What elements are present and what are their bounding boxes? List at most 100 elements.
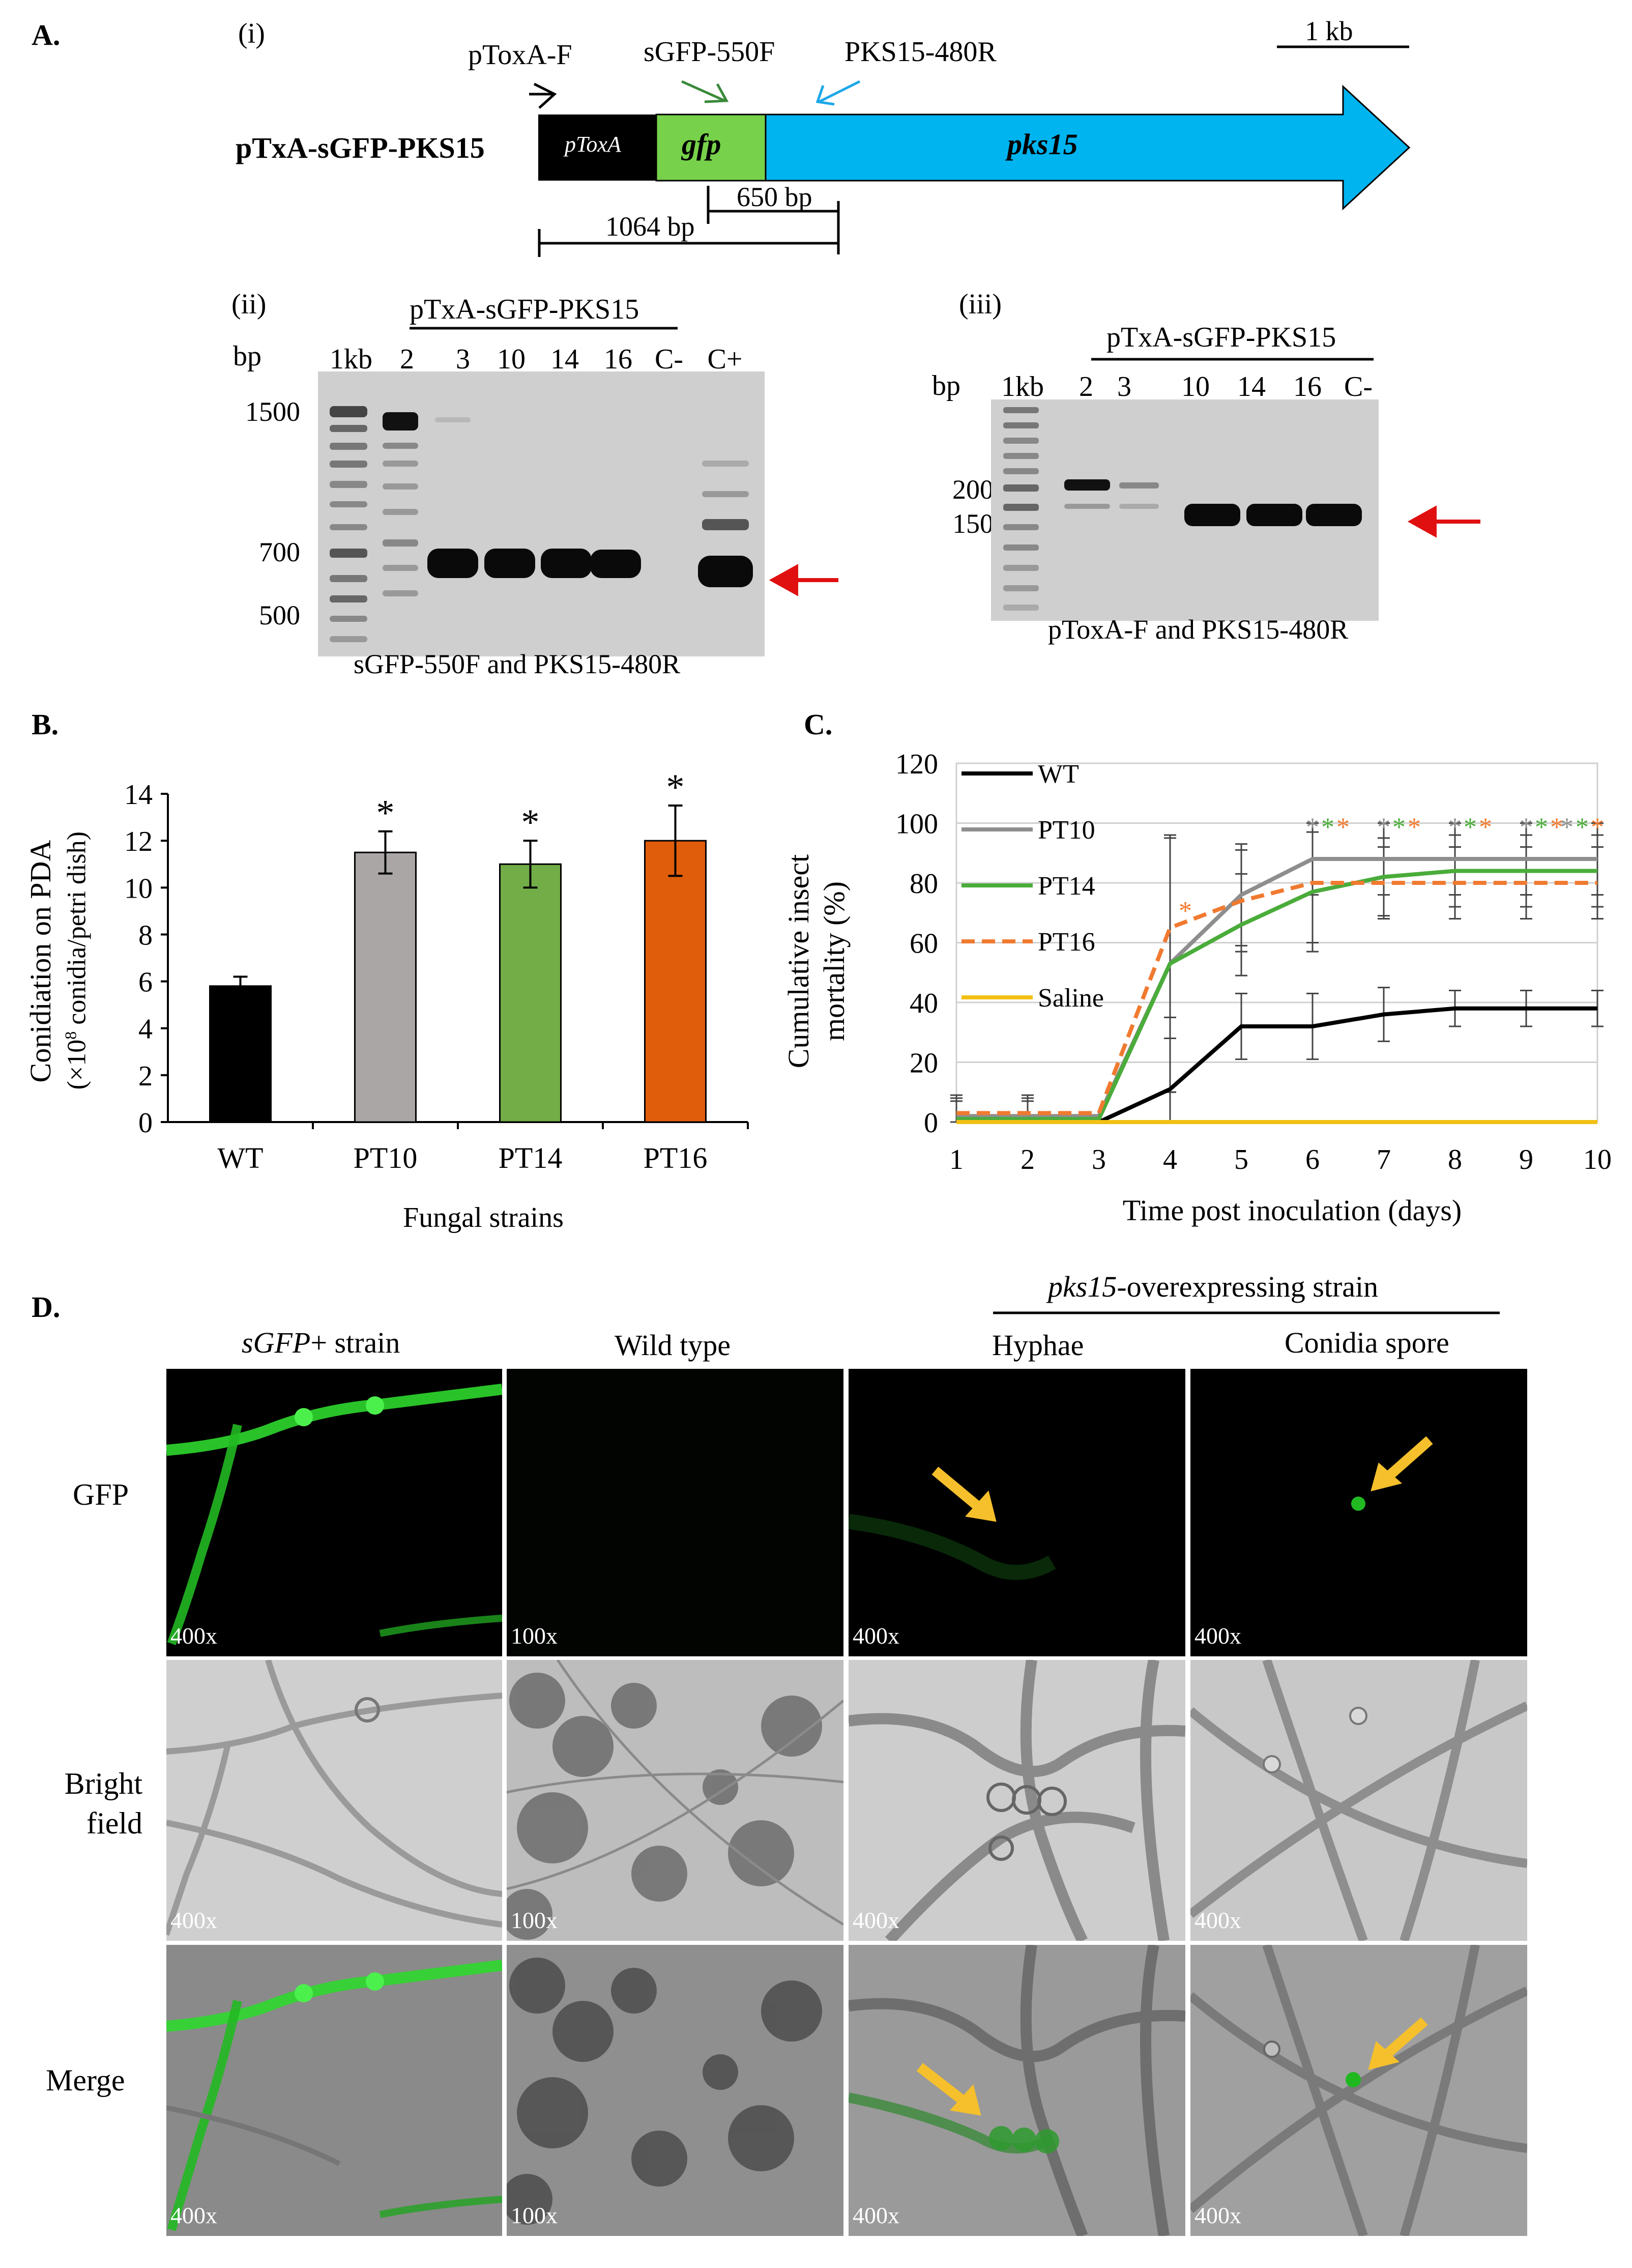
gel-ii-group: pTxA-sGFP-PKS15 bbox=[410, 294, 639, 325]
mag-label: 400x bbox=[853, 1907, 899, 1933]
y-tick-label: 14 bbox=[124, 779, 153, 811]
gel-ii-lane-cneg: C- bbox=[655, 343, 683, 375]
gel-iii-lane-cneg: C- bbox=[1344, 371, 1373, 403]
construct-diagram bbox=[529, 45, 1411, 257]
x-tick-label: 1 bbox=[949, 1144, 964, 1175]
gel-ii-marker-1500: 1500 bbox=[245, 396, 300, 427]
significance-mark: * bbox=[1576, 813, 1589, 842]
panel-c-xlabel: Time post inoculation (days) bbox=[1122, 1194, 1462, 1227]
mag-label: 400x bbox=[1194, 1907, 1241, 1933]
gel-iii-lane-1kb: 1kb bbox=[1001, 371, 1044, 403]
gel-ii-red-arrow bbox=[769, 564, 838, 596]
merge-hyphae-image: 400x bbox=[849, 1945, 1185, 2236]
yellow-arrow-icon bbox=[916, 2063, 981, 2116]
significance-mark: * bbox=[521, 802, 540, 843]
legend-label: PT16 bbox=[1038, 928, 1095, 957]
col-header-wild-type: Wild type bbox=[615, 1329, 731, 1362]
significance-mark: * bbox=[1448, 813, 1462, 842]
x-tick-label: 7 bbox=[1377, 1144, 1391, 1175]
gel-ii-lane-10: 10 bbox=[497, 343, 526, 375]
gel-iii-group: pTxA-sGFP-PKS15 bbox=[1106, 322, 1336, 353]
gel-iii-lane-3: 3 bbox=[1117, 371, 1131, 403]
gel-iii-bp: bp bbox=[932, 370, 960, 401]
significance-mark: * bbox=[666, 767, 685, 808]
y-tick-label: 6 bbox=[138, 967, 153, 998]
y-tick-label: 12 bbox=[124, 826, 153, 857]
gel-ii-lane-3: 3 bbox=[456, 343, 470, 375]
gel-iii-lane-16: 16 bbox=[1293, 371, 1322, 403]
merge-sgfp-image: 400x bbox=[166, 1945, 502, 2236]
gel-iii-lane-14: 14 bbox=[1237, 371, 1266, 403]
yellow-arrow-icon bbox=[1368, 2017, 1428, 2070]
bf-conidia-image: 400x bbox=[1190, 1660, 1527, 1941]
yellow-arrow-icon bbox=[1371, 1436, 1433, 1491]
x-tick-label: PT16 bbox=[644, 1141, 708, 1174]
significance-mark: * bbox=[1336, 813, 1350, 842]
row-label-field: field bbox=[86, 1806, 142, 1840]
yellow-arrow-icon bbox=[931, 1467, 997, 1522]
merge-conidia-image: 400x bbox=[1190, 1945, 1527, 2236]
gfp-hyphae-image: 400x bbox=[849, 1369, 1185, 1656]
gel-ii-lane-14: 14 bbox=[550, 343, 579, 375]
significance-mark: * bbox=[1479, 813, 1492, 842]
row-label-gfp: GFP bbox=[73, 1478, 129, 1511]
x-tick-label: 2 bbox=[1021, 1144, 1035, 1175]
bf-sgfp-image: 400x bbox=[166, 1660, 502, 1941]
mag-label: 400x bbox=[853, 1623, 899, 1649]
gel-ii-lane-1kb: 1kb bbox=[330, 343, 372, 375]
gel-ii-bp: bp bbox=[233, 340, 261, 372]
y-tick-label: 4 bbox=[138, 1014, 153, 1045]
gfp-segment bbox=[655, 113, 767, 182]
gel-ii-caption: sGFP-550F and PKS15-480R bbox=[354, 649, 681, 679]
bar-pt14 bbox=[499, 863, 562, 1123]
gfp-sgfp-image: 400x bbox=[166, 1369, 502, 1656]
significance-mark: * bbox=[1550, 813, 1563, 842]
y-tick-label: 0 bbox=[924, 1107, 938, 1139]
series-pt10 bbox=[956, 857, 1597, 1118]
mag-label: 400x bbox=[170, 1907, 217, 1933]
panel-c-label: C. bbox=[804, 708, 833, 741]
series-pt16 bbox=[956, 881, 1597, 1115]
gfp-wildtype-image: 100x bbox=[507, 1369, 843, 1656]
primer-arrow-pks15-480r bbox=[815, 80, 861, 106]
legend-label: PT14 bbox=[1038, 872, 1095, 901]
gel-iii-red-arrow bbox=[1407, 505, 1480, 538]
gel-iii-caption: pToxA-F and PKS15-480R bbox=[1048, 614, 1349, 645]
significance-mark: * bbox=[1306, 813, 1319, 842]
ptoxa-label: pToxA bbox=[565, 132, 621, 157]
x-tick-label: 9 bbox=[1519, 1144, 1533, 1175]
bar-pt10 bbox=[354, 851, 417, 1123]
mag-label: 400x bbox=[170, 1623, 217, 1649]
gel-ii-group-line bbox=[410, 327, 678, 330]
amplicon-650bp bbox=[707, 186, 840, 254]
y-tick-label: 100 bbox=[895, 809, 938, 840]
gfp-conidia-image: 400x bbox=[1190, 1369, 1527, 1656]
amplicon-short-label: 650 bp bbox=[737, 182, 812, 212]
x-tick-label: 6 bbox=[1305, 1144, 1320, 1175]
gfp-label: gfp bbox=[682, 128, 721, 161]
mag-label: 100x bbox=[511, 1623, 558, 1649]
panel-b-label: B. bbox=[32, 708, 59, 741]
y-tick-label: 60 bbox=[910, 928, 938, 960]
merge-wildtype-image: 100x bbox=[507, 1945, 843, 2236]
primer-label-pks15-480r: PKS15-480R bbox=[844, 36, 997, 68]
primer-arrow-ptoxa-f bbox=[529, 82, 557, 109]
gel-iii-image bbox=[991, 399, 1480, 621]
gel-iii-lane-10: 10 bbox=[1181, 371, 1210, 403]
gel-iii-lane-2: 2 bbox=[1079, 371, 1093, 403]
primer-label-sgfp-550f: sGFP-550F bbox=[644, 36, 775, 68]
col-header-sgfp: sGFP+ strain bbox=[242, 1326, 400, 1359]
legend-label: PT10 bbox=[1038, 816, 1095, 845]
mortality-line-chart: 0 20 40 60 80 100 120 1 2 3 4 5 6 7 8 9 10 WT PT10 PT14 PT16… bbox=[895, 749, 1612, 1175]
amplicon-1064bp bbox=[538, 229, 838, 257]
mag-label: 400x bbox=[1194, 1623, 1241, 1649]
significance-mark: * bbox=[1408, 813, 1421, 842]
col-header-hyphae: Hyphae bbox=[992, 1329, 1084, 1362]
panel-a-label: A. bbox=[32, 18, 61, 51]
y-tick-label: 20 bbox=[910, 1048, 938, 1079]
bar-wt bbox=[209, 985, 272, 1123]
x-tick-label: WT bbox=[217, 1141, 263, 1174]
significance-mark: * bbox=[1535, 813, 1548, 842]
panel-a-sub-i: (i) bbox=[238, 18, 265, 49]
